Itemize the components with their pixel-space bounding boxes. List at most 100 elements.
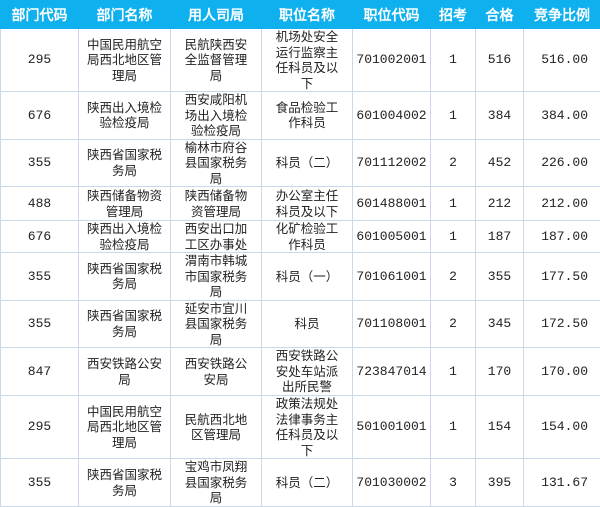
cell-position-code: 701112002 <box>353 139 431 187</box>
header-row: 部门代码部门名称用人司局职位名称职位代码招考合格竞争比例 <box>1 1 600 29</box>
cell-competition-ratio: 212.00 <box>524 187 600 221</box>
cell-bureau: 榆林市府谷县国家税务局 <box>171 139 262 187</box>
cell-recruit-count: 2 <box>431 300 476 348</box>
cell-position-name: 科员（二） <box>262 139 353 187</box>
cell-bureau: 西安出口加工区办事处 <box>171 221 262 253</box>
cell-dept-name: 陕西省国家税务局 <box>79 253 171 301</box>
cell-dept-code: 847 <box>1 348 79 396</box>
cell-competition-ratio: 131.67 <box>524 459 600 507</box>
cell-bureau: 民航陕西安全监督管理局 <box>171 29 262 92</box>
cell-qualified-count: 384 <box>476 92 524 140</box>
cell-bureau: 陕西储备物资管理局 <box>171 187 262 221</box>
cell-dept-code: 355 <box>1 139 79 187</box>
header-dept-code: 部门代码 <box>1 1 79 29</box>
cell-bureau: 民航西北地区管理局 <box>171 396 262 459</box>
cell-dept-name: 陕西省国家税务局 <box>79 459 171 507</box>
cell-recruit-count: 1 <box>431 348 476 396</box>
cell-qualified-count: 345 <box>476 300 524 348</box>
cell-dept-name: 中国民用航空局西北地区管理局 <box>79 396 171 459</box>
cell-recruit-count: 1 <box>431 396 476 459</box>
cell-competition-ratio: 516.00 <box>524 29 600 92</box>
cell-recruit-count: 1 <box>431 221 476 253</box>
cell-dept-code: 295 <box>1 29 79 92</box>
cell-dept-code: 295 <box>1 396 79 459</box>
cell-qualified-count: 452 <box>476 139 524 187</box>
cell-dept-code: 488 <box>1 187 79 221</box>
cell-recruit-count: 1 <box>431 187 476 221</box>
cell-dept-code: 676 <box>1 92 79 140</box>
header-position-name: 职位名称 <box>262 1 353 29</box>
cell-recruit-count: 1 <box>431 92 476 140</box>
cell-dept-code: 355 <box>1 253 79 301</box>
cell-bureau: 西安咸阳机场出入境检验检疫局 <box>171 92 262 140</box>
cell-dept-name: 中国民用航空局西北地区管理局 <box>79 29 171 92</box>
cell-dept-code: 676 <box>1 221 79 253</box>
cell-dept-name: 陕西出入境检验检疫局 <box>79 221 171 253</box>
cell-recruit-count: 3 <box>431 459 476 507</box>
cell-position-name: 化矿检验工作科员 <box>262 221 353 253</box>
header-qualified-count: 合格 <box>476 1 524 29</box>
cell-position-name: 科员（二） <box>262 459 353 507</box>
cell-position-code: 601005001 <box>353 221 431 253</box>
cell-dept-code: 355 <box>1 459 79 507</box>
cell-dept-name: 陕西出入境检验检疫局 <box>79 92 171 140</box>
cell-position-code: 701108001 <box>353 300 431 348</box>
cell-position-name: 政策法规处法律事务主任科员及以下 <box>262 396 353 459</box>
cell-dept-name: 西安铁路公安局 <box>79 348 171 396</box>
cell-qualified-count: 170 <box>476 348 524 396</box>
cell-position-name: 机场处安全运行监察主任科员及以下 <box>262 29 353 92</box>
header-bureau: 用人司局 <box>171 1 262 29</box>
cell-competition-ratio: 172.50 <box>524 300 600 348</box>
cell-qualified-count: 516 <box>476 29 524 92</box>
cell-bureau: 延安市宜川县国家税务局 <box>171 300 262 348</box>
cell-position-code: 701061001 <box>353 253 431 301</box>
cell-position-name: 办公室主任科员及以下 <box>262 187 353 221</box>
cell-position-code: 601004002 <box>353 92 431 140</box>
cell-position-name: 科员（一） <box>262 253 353 301</box>
cell-dept-name: 陕西省国家税务局 <box>79 300 171 348</box>
cell-position-code: 701002001 <box>353 29 431 92</box>
cell-bureau: 宝鸡市凤翔县国家税务局 <box>171 459 262 507</box>
cell-position-code: 601488001 <box>353 187 431 221</box>
cell-qualified-count: 154 <box>476 396 524 459</box>
cell-position-code: 723847014 <box>353 348 431 396</box>
cell-competition-ratio: 154.00 <box>524 396 600 459</box>
cell-position-name: 食品检验工作科员 <box>262 92 353 140</box>
cell-recruit-count: 1 <box>431 29 476 92</box>
cell-competition-ratio: 226.00 <box>524 139 600 187</box>
cell-bureau: 渭南市韩城市国家税务局 <box>171 253 262 301</box>
cell-competition-ratio: 384.00 <box>524 92 600 140</box>
cell-recruit-count: 2 <box>431 253 476 301</box>
cell-dept-name: 陕西省国家税务局 <box>79 139 171 187</box>
cell-recruit-count: 2 <box>431 139 476 187</box>
cell-competition-ratio: 177.50 <box>524 253 600 301</box>
cell-position-name: 科员 <box>262 300 353 348</box>
cell-competition-ratio: 170.00 <box>524 348 600 396</box>
cell-bureau: 西安铁路公安局 <box>171 348 262 396</box>
cell-position-name: 西安铁路公安处车站派出所民警 <box>262 348 353 396</box>
cell-qualified-count: 212 <box>476 187 524 221</box>
cell-competition-ratio: 187.00 <box>524 221 600 253</box>
cell-dept-code: 355 <box>1 300 79 348</box>
cell-qualified-count: 187 <box>476 221 524 253</box>
cell-qualified-count: 395 <box>476 459 524 507</box>
header-dept-name: 部门名称 <box>79 1 171 29</box>
header-competition-ratio: 竞争比例 <box>524 1 600 29</box>
header-position-code: 职位代码 <box>353 1 431 29</box>
cell-position-code: 701030002 <box>353 459 431 507</box>
cell-dept-name: 陕西储备物资管理局 <box>79 187 171 221</box>
cell-qualified-count: 355 <box>476 253 524 301</box>
cell-position-code: 501001001 <box>353 396 431 459</box>
